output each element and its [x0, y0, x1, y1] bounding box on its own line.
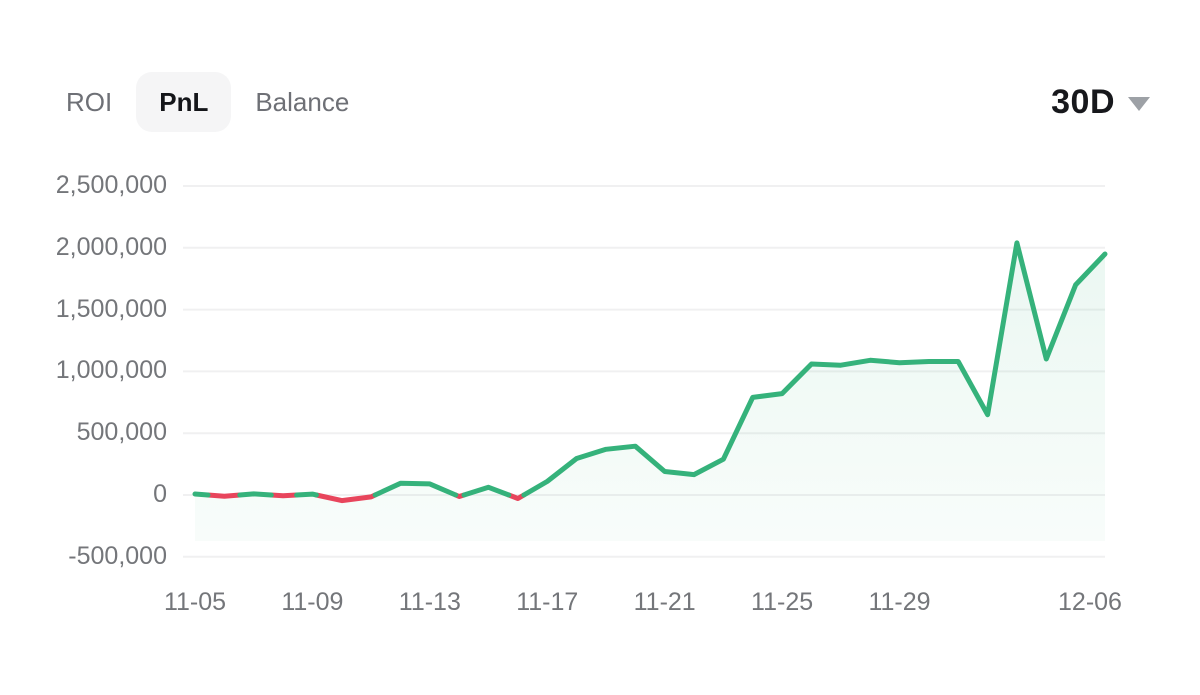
- y-tick-label: 1,000,000: [55, 356, 167, 385]
- pnl-line-positive: [192, 240, 1108, 498]
- tab-roi[interactable]: ROI: [64, 72, 114, 132]
- caret-down-icon: [1128, 97, 1150, 111]
- tab-balance[interactable]: Balance: [253, 72, 351, 132]
- x-tick-label: 11-17: [516, 588, 579, 616]
- y-tick-label: 500,000: [76, 418, 167, 447]
- x-tick-label: 11-13: [398, 588, 461, 616]
- tab-pnl[interactable]: PnL: [136, 72, 232, 132]
- period-label: 30D: [1051, 82, 1115, 121]
- y-tick-label: 1,500,000: [55, 294, 167, 323]
- x-tick-label: 11-29: [868, 588, 931, 616]
- chart-header: ROI PnL Balance 30D: [64, 72, 1150, 132]
- x-tick-label: 12-06: [1058, 588, 1122, 616]
- y-tick-label: -500,000: [68, 541, 167, 570]
- y-tick-label: 2,000,000: [55, 232, 167, 261]
- metric-tabs: ROI PnL Balance: [64, 72, 351, 132]
- y-tick-label: 2,500,000: [55, 171, 167, 199]
- x-tick-label: 11-05: [163, 588, 227, 616]
- x-tick-label: 11-25: [751, 588, 814, 616]
- y-tick-label: 0: [153, 480, 167, 508]
- x-tick-label: 11-09: [281, 588, 344, 616]
- x-tick-label: 11-21: [633, 588, 696, 616]
- pnl-area-fill: [195, 242, 1105, 541]
- period-dropdown[interactable]: 30D: [1051, 83, 1150, 122]
- pnl-line-negative: [205, 492, 527, 504]
